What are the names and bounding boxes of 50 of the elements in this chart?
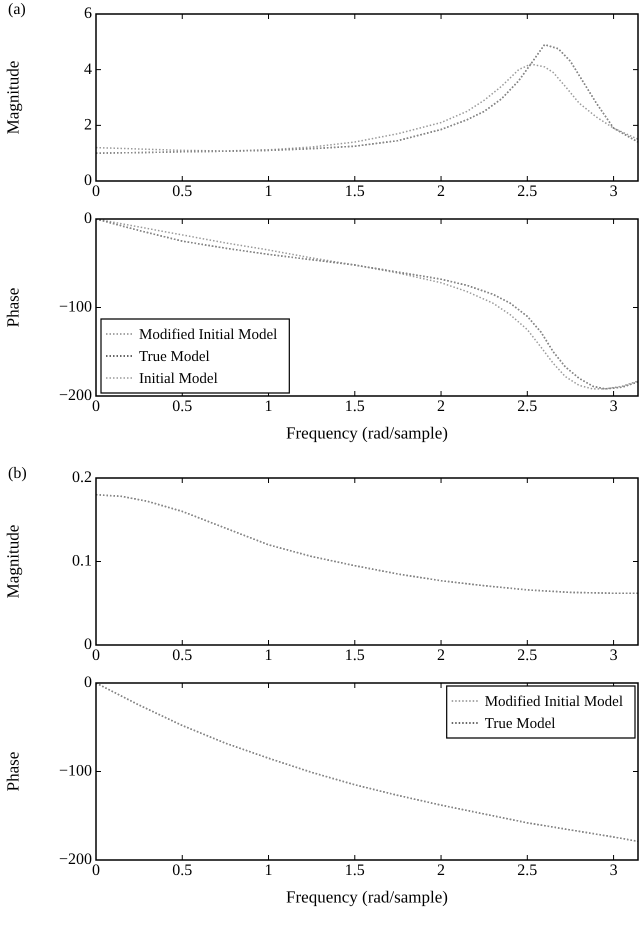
y-tick-label: 2 [84, 116, 92, 134]
y-axis-title: Phase [4, 288, 23, 328]
y-axis-title: Magnitude [4, 524, 23, 598]
x-tick-label: 2 [437, 183, 446, 200]
x-tick-label: 1.5 [344, 862, 365, 880]
legend-label: Modified Initial Model [139, 326, 278, 343]
y-tick-label: 0.2 [72, 469, 92, 486]
y-axis-title: Magnitude [4, 60, 23, 134]
x-tick-label: 1.5 [344, 398, 365, 416]
legend-label: True Model [484, 716, 556, 732]
text: (a) [8, 1, 26, 18]
legend-label: Initial Model [139, 370, 218, 387]
y-tick-label: 0 [84, 636, 92, 654]
x-tick-label: 2.5 [517, 398, 538, 416]
x-tick-label: 3 [610, 398, 618, 416]
y-tick-label: 0 [84, 172, 92, 190]
y-tick-label: 0.1 [72, 552, 92, 570]
x-tick-label: 0.5 [172, 647, 192, 664]
x-tick-label: 1 [264, 647, 273, 664]
y-tick-label: −200 [58, 851, 92, 868]
x-tick-label: 3 [610, 183, 618, 200]
x-tick-label: 2.5 [517, 647, 538, 664]
legend-label: Modified Initial Model [484, 694, 623, 710]
x-tick-label: 0.5 [172, 862, 192, 880]
x-tick-label: 2 [437, 862, 446, 880]
y-tick-label: −200 [58, 387, 92, 404]
x-tick-label: 2 [437, 647, 446, 664]
y-tick-label: −100 [58, 762, 92, 780]
x-tick-label: 0.5 [172, 183, 192, 200]
y-tick-label: 6 [84, 5, 92, 22]
x-tick-label: 1.5 [344, 647, 365, 664]
y-tick-label: 4 [84, 60, 92, 78]
y-tick-label: 0 [84, 210, 92, 228]
x-tick-label: 1 [264, 183, 273, 200]
x-axis-title: Frequency (rad/sample) [286, 423, 448, 442]
x-tick-label: 2.5 [517, 862, 538, 880]
text: (b) [8, 465, 27, 482]
y-tick-label: 0 [84, 674, 92, 692]
x-tick-label: 0.5 [172, 398, 192, 416]
x-tick-label: 3 [610, 862, 618, 880]
x-tick-label: 2 [437, 398, 446, 416]
y-tick-label: −100 [58, 298, 92, 316]
x-tick-label: 2.5 [517, 183, 538, 200]
legend-label: True Model [139, 348, 210, 365]
x-tick-label: 1 [264, 862, 273, 880]
x-tick-label: 1.5 [344, 183, 365, 200]
x-tick-label: 3 [610, 647, 618, 664]
y-axis-title: Phase [4, 752, 23, 792]
x-tick-label: 1 [264, 398, 273, 416]
x-axis-title: Frequency (rad/sample) [286, 887, 448, 906]
